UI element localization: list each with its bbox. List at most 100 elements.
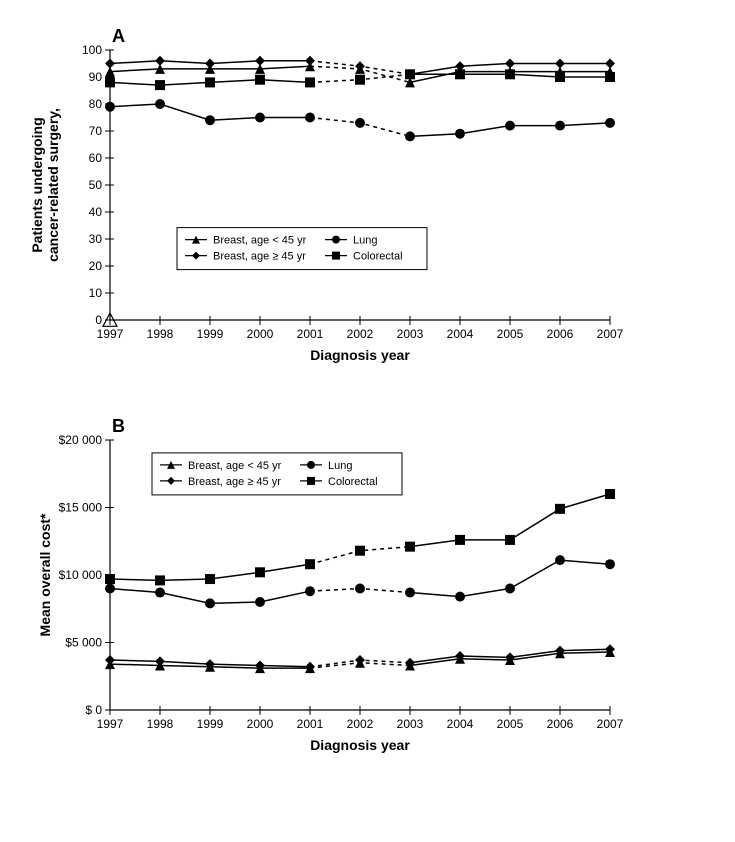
data-marker	[305, 113, 315, 123]
legend-label: Breast, age ≥ 45 yr	[213, 251, 306, 263]
y-tick-label: 70	[89, 124, 103, 138]
y-tick-label: 30	[89, 232, 103, 246]
x-tick-label: 1999	[197, 717, 224, 731]
legend-marker-icon	[307, 477, 315, 485]
legend-label: Lung	[328, 460, 352, 472]
x-tick-label: 2002	[347, 327, 374, 341]
data-marker	[105, 584, 115, 594]
data-marker	[355, 118, 365, 128]
legend-label: Lung	[353, 235, 377, 247]
y-tick-label: 50	[89, 178, 103, 192]
data-marker	[155, 575, 165, 585]
data-marker	[255, 567, 265, 577]
data-marker	[455, 69, 465, 79]
data-marker	[605, 559, 615, 569]
data-marker	[505, 69, 515, 79]
x-tick-label: 1997	[97, 717, 124, 731]
data-marker	[555, 504, 565, 514]
y-tick-label: 80	[89, 97, 103, 111]
x-tick-label: 2002	[347, 717, 374, 731]
data-marker	[105, 574, 115, 584]
data-marker	[205, 115, 215, 125]
data-marker	[205, 77, 215, 87]
panel-letter: A	[112, 26, 125, 46]
data-marker	[255, 660, 265, 670]
x-tick-label: 1998	[147, 327, 174, 341]
data-marker	[155, 99, 165, 109]
data-marker	[605, 59, 615, 69]
x-tick-label: 1998	[147, 717, 174, 731]
legend-label: Breast, age < 45 yr	[188, 460, 282, 472]
y-tick-label: 90	[89, 70, 103, 84]
data-marker	[155, 80, 165, 90]
data-marker	[205, 598, 215, 608]
y-tick-label: 0	[95, 313, 102, 327]
data-marker	[305, 77, 315, 87]
x-tick-label: 2006	[547, 717, 574, 731]
data-marker	[205, 59, 215, 69]
data-marker	[305, 559, 315, 569]
data-marker	[505, 121, 515, 131]
x-tick-label: 2005	[497, 327, 524, 341]
x-tick-label: 2004	[447, 717, 474, 731]
x-tick-label: 1997	[97, 327, 124, 341]
x-tick-label: 2005	[497, 717, 524, 731]
data-marker	[405, 588, 415, 598]
y-tick-label: $10 000	[59, 568, 103, 582]
data-marker	[255, 113, 265, 123]
data-marker	[105, 102, 115, 112]
data-marker	[405, 658, 415, 668]
y-tick-label: 40	[89, 205, 103, 219]
data-marker	[105, 59, 115, 69]
y-tick-label: $15 000	[59, 501, 103, 515]
data-marker	[505, 584, 515, 594]
y-tick-label: $20 000	[59, 433, 103, 447]
data-marker	[605, 118, 615, 128]
data-marker	[305, 586, 315, 596]
y-tick-label: 20	[89, 259, 103, 273]
legend-label: Breast, age ≥ 45 yr	[188, 476, 281, 488]
x-tick-label: 2000	[247, 327, 274, 341]
y-tick-label: 10	[89, 286, 103, 300]
data-marker	[605, 489, 615, 499]
y-tick-label: 100	[82, 43, 102, 57]
data-marker	[505, 535, 515, 545]
x-tick-label: 1999	[197, 327, 224, 341]
data-marker	[405, 69, 415, 79]
data-marker	[455, 535, 465, 545]
data-marker	[405, 542, 415, 552]
data-marker	[355, 655, 365, 665]
data-marker	[255, 597, 265, 607]
data-marker	[305, 56, 315, 66]
data-marker	[555, 72, 565, 82]
y-axis-label: Patients undergoingcancer-related surger…	[29, 108, 61, 262]
figure-page: { "global": { "background_color": "#ffff…	[0, 0, 735, 842]
data-marker	[205, 574, 215, 584]
data-marker	[105, 77, 115, 87]
x-axis-label: Diagnosis year	[310, 737, 410, 753]
legend-label: Breast, age < 45 yr	[213, 235, 307, 247]
y-tick-label: 60	[89, 151, 103, 165]
legend-marker-icon	[332, 252, 340, 260]
data-marker	[505, 652, 515, 662]
x-axis-label: Diagnosis year	[310, 347, 410, 363]
x-tick-label: 2000	[247, 717, 274, 731]
legend-marker-icon	[307, 461, 315, 469]
x-tick-label: 2004	[447, 327, 474, 341]
figure-svg: 0 10 20 30 40 50 60 70 80 90 100 1997 1998 1999 2000 20…	[0, 0, 735, 842]
data-marker	[405, 131, 415, 141]
data-marker	[355, 584, 365, 594]
legend-label: Colorectal	[353, 251, 403, 263]
data-marker	[155, 56, 165, 66]
data-marker	[455, 129, 465, 139]
x-tick-label: 2003	[397, 327, 424, 341]
data-marker	[255, 56, 265, 66]
data-marker	[355, 75, 365, 85]
x-tick-label: 2006	[547, 327, 574, 341]
data-marker	[355, 61, 365, 71]
data-marker	[555, 59, 565, 69]
data-marker	[555, 121, 565, 131]
data-marker	[505, 59, 515, 69]
x-tick-label: 2007	[597, 717, 624, 731]
data-marker	[255, 75, 265, 85]
